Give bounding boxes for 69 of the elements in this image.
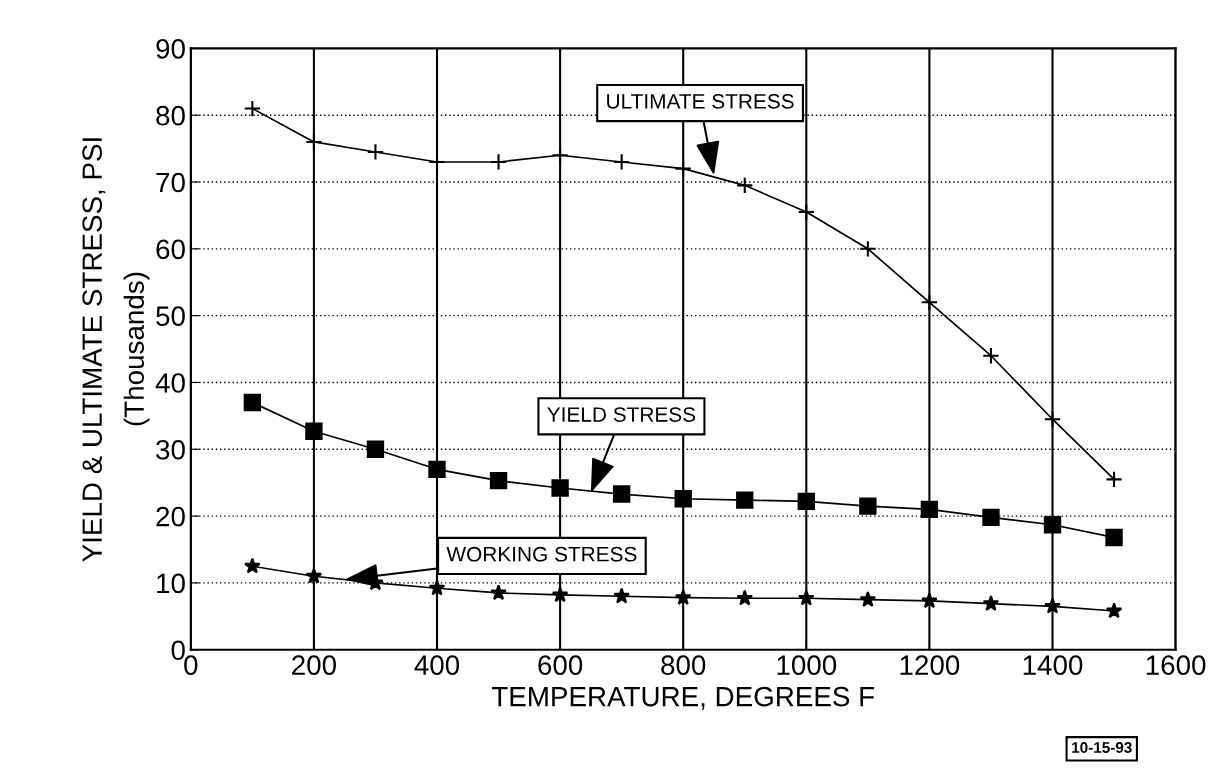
point (859, 590, 877, 607)
point (920, 293, 939, 311)
point (736, 176, 754, 195)
point (428, 460, 446, 478)
point (366, 143, 385, 161)
x-tick-label: 1200 (900, 655, 960, 675)
point (551, 586, 569, 603)
y-tick-label: 0 (171, 640, 185, 661)
point (982, 347, 1000, 365)
point (366, 440, 385, 458)
y-tick-label: 50 (156, 306, 185, 326)
point (920, 500, 939, 519)
y-tick-label: 10 (157, 573, 185, 594)
x-tick-label: 800 (661, 655, 706, 675)
point (797, 492, 815, 511)
point (982, 508, 1000, 527)
point (1044, 597, 1061, 614)
point (612, 153, 631, 171)
x-tick-label: 1400 (1023, 655, 1083, 675)
point (428, 153, 446, 171)
y-tick-label: 20 (156, 506, 185, 527)
annotation: YIELD STRESS (547, 407, 696, 422)
y-tick-label: 40 (155, 373, 185, 393)
x-tick-label: 200 (292, 655, 336, 675)
point (674, 490, 692, 508)
point (612, 485, 631, 503)
x-tick-label: 400 (414, 655, 460, 675)
point (1105, 528, 1123, 547)
y-tick-label: 80 (156, 105, 185, 126)
point (305, 567, 323, 584)
point (736, 491, 754, 509)
point (305, 133, 323, 151)
point (489, 472, 508, 490)
point (1043, 410, 1062, 428)
y-tick-label: 70 (156, 172, 185, 193)
annotation: ULTIMATE STRESS (607, 93, 794, 109)
point (921, 592, 938, 609)
x-axis-title: TEMPERATURE, DEGREES F (491, 686, 874, 710)
y-tick-label: 90 (156, 39, 185, 59)
point (736, 589, 754, 606)
point (551, 479, 569, 497)
point (859, 240, 877, 258)
y-axis-title: YIELD & ULTIMATE STRESS, PSI (Thousands) (82, 138, 150, 562)
point (1043, 516, 1062, 534)
point (982, 594, 1000, 611)
x-tick-label: 1000 (777, 655, 837, 675)
point (859, 497, 877, 515)
point (613, 587, 630, 604)
point (428, 579, 446, 596)
point (798, 589, 815, 606)
point (243, 393, 262, 412)
x-tick-label: 0 (184, 655, 198, 675)
point (305, 422, 323, 440)
x-tick-label: 600 (538, 655, 583, 675)
y-tick-label: 30 (156, 439, 185, 460)
point (674, 159, 692, 178)
point (490, 584, 507, 601)
text: 10-15-93 (1072, 742, 1132, 753)
point (1105, 470, 1123, 489)
point (1105, 602, 1123, 619)
point (674, 588, 692, 605)
point (244, 557, 261, 574)
point (797, 203, 815, 221)
point (551, 146, 569, 164)
y-tick-label: 60 (156, 239, 185, 260)
point (243, 99, 262, 118)
point (489, 153, 508, 171)
annotation: WORKING STRESS (446, 546, 637, 562)
x-tick-label: 1600 (1146, 655, 1206, 675)
